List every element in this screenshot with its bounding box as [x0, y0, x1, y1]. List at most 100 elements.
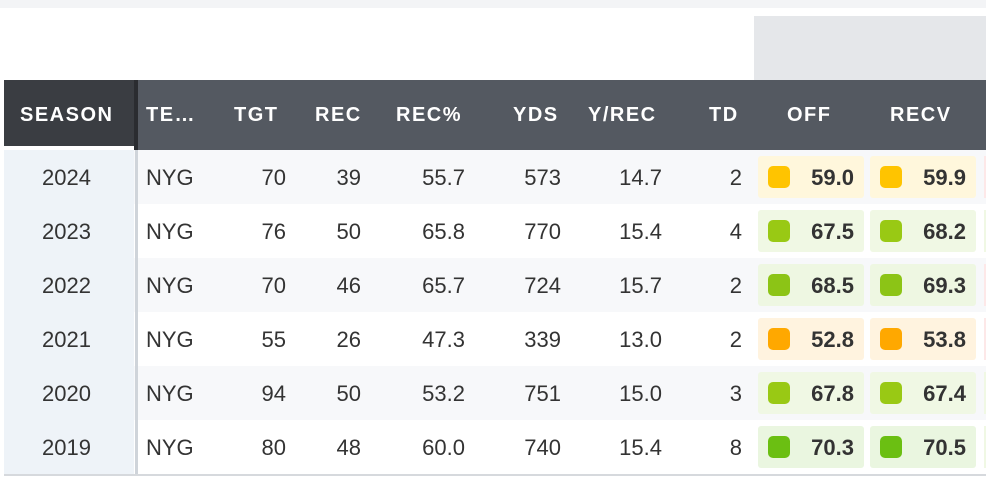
grade-badge-recv: 70.5: [870, 426, 976, 468]
grade-color-swatch: [880, 166, 902, 188]
next-grade-badge-edge: [984, 372, 986, 414]
cell-rec-pct: 55.7: [422, 165, 465, 190]
frozen-column-divider: [135, 312, 138, 366]
cell-rec: 46: [336, 273, 361, 298]
table-row[interactable]: 2020 NYG 94 50 53.2 751 15.0 3 67.8 67.4: [4, 366, 986, 420]
table-row[interactable]: 2022 NYG 70 46 65.7 724 15.7 2 68.5 69.3: [4, 258, 986, 312]
grade-color-swatch: [880, 436, 902, 458]
col-header-season[interactable]: SEASON: [20, 104, 114, 126]
col-header-yds[interactable]: YDS: [513, 104, 559, 126]
table-header: SEASON TE… TGT REC REC% YDS Y/REC TD OFF…: [4, 80, 986, 150]
grade-value-off: 67.5: [811, 219, 854, 244]
grade-value-recv: 70.5: [923, 435, 966, 460]
cell-rec-pct: 53.2: [422, 381, 465, 406]
cell-season: 2019: [42, 435, 91, 460]
grade-color-swatch: [880, 382, 902, 404]
cell-team: NYG: [146, 435, 194, 460]
season-cell-bg: [4, 312, 134, 366]
frozen-column-divider: [135, 150, 138, 204]
frozen-column-divider: [135, 204, 138, 258]
frozen-column-divider: [135, 420, 138, 474]
col-header-tgt[interactable]: TGT: [234, 104, 279, 126]
grade-value-off: 68.5: [811, 273, 854, 298]
next-grade-badge-edge: [984, 318, 986, 360]
table-row[interactable]: 2024 NYG 70 39 55.7 573 14.7 2 59.0 59.9: [4, 150, 986, 204]
cell-rec-pct: 65.7: [422, 273, 465, 298]
season-cell-bg: [4, 150, 134, 204]
season-cell-bg: [4, 258, 134, 312]
col-header-recv[interactable]: RECV: [890, 104, 952, 126]
cell-yds: 740: [524, 435, 561, 460]
col-header-y-rec[interactable]: Y/REC: [588, 104, 657, 126]
cell-yds: 724: [524, 273, 561, 298]
col-header-off[interactable]: OFF: [787, 104, 832, 126]
next-grade-badge-edge: [984, 426, 986, 468]
cell-td: 2: [729, 327, 742, 352]
grade-badge-off: 70.3: [758, 426, 864, 468]
grade-badge-recv: 53.8: [870, 318, 976, 360]
cell-td: 2: [729, 273, 742, 298]
table-row[interactable]: 2021 NYG 55 26 47.3 339 13.0 2 52.8 53.8: [4, 312, 986, 366]
grade-badge-recv: 69.3: [870, 264, 976, 306]
grade-value-recv: 67.4: [923, 381, 966, 406]
table-row[interactable]: 2019 NYG 80 48 60.0 740 15.4 8 70.3 70.5: [4, 420, 986, 474]
grade-badge-off: 68.5: [758, 264, 864, 306]
season-stats-table: SEASON TE… TGT REC REC% YDS Y/REC TD OFF…: [4, 80, 986, 474]
cell-tgt: 94: [261, 381, 286, 406]
cell-rec: 50: [336, 219, 361, 244]
cell-y-rec: 15.4: [619, 219, 662, 244]
cell-yds: 751: [524, 381, 561, 406]
cell-rec: 39: [336, 165, 361, 190]
grade-color-swatch: [768, 274, 790, 296]
frozen-column-divider: [135, 366, 138, 420]
frozen-column-divider: [135, 258, 138, 312]
cell-tgt: 70: [261, 273, 286, 298]
header-group-placeholder: [754, 16, 986, 80]
grade-badge-off: 59.0: [758, 156, 864, 198]
grade-color-swatch: [880, 274, 902, 296]
grade-badge-recv: 59.9: [870, 156, 976, 198]
cell-team: NYG: [146, 165, 194, 190]
cell-td: 2: [729, 165, 742, 190]
cell-rec-pct: 47.3: [422, 327, 465, 352]
table-body: 2024 NYG 70 39 55.7 573 14.7 2 59.0 59.9 2023 NYG 76…: [4, 150, 986, 474]
cell-td: 8: [729, 435, 742, 460]
cell-team: NYG: [146, 381, 194, 406]
col-header-rec[interactable]: REC: [315, 104, 362, 126]
cell-y-rec: 15.0: [619, 381, 662, 406]
season-header-cell[interactable]: [4, 80, 134, 150]
grade-value-off: 52.8: [811, 327, 854, 352]
grade-value-recv: 68.2: [923, 219, 966, 244]
grade-badge-off: 67.5: [758, 210, 864, 252]
cell-rec-pct: 60.0: [422, 435, 465, 460]
grade-color-swatch: [768, 436, 790, 458]
cell-tgt: 76: [261, 219, 286, 244]
cell-season: 2022: [42, 273, 91, 298]
cell-team: NYG: [146, 219, 194, 244]
cell-rec-pct: 65.8: [422, 219, 465, 244]
col-header-td[interactable]: TD: [709, 104, 739, 126]
cell-season: 2023: [42, 219, 91, 244]
cell-rec: 50: [336, 381, 361, 406]
cell-team: NYG: [146, 327, 194, 352]
cell-season: 2021: [42, 327, 91, 352]
grade-value-recv: 53.8: [923, 327, 966, 352]
season-cell-bg: [4, 204, 134, 258]
col-header-team[interactable]: TE…: [146, 104, 197, 126]
cell-season: 2024: [42, 165, 91, 190]
grade-badge-off: 67.8: [758, 372, 864, 414]
grade-badge-recv: 67.4: [870, 372, 976, 414]
cell-tgt: 70: [261, 165, 286, 190]
col-header-rec-pct[interactable]: REC%: [396, 104, 463, 126]
table-row[interactable]: 2023 NYG 76 50 65.8 770 15.4 4 67.5 68.2: [4, 204, 986, 258]
season-cell-bg: [4, 420, 134, 474]
cell-tgt: 55: [261, 327, 286, 352]
cell-rec: 26: [336, 327, 361, 352]
top-strip: [0, 0, 986, 8]
next-grade-badge-edge: [984, 210, 986, 252]
grade-value-off: 70.3: [811, 435, 854, 460]
next-grade-badge-edge: [984, 156, 986, 198]
grade-value-recv: 59.9: [923, 165, 966, 190]
grade-value-recv: 69.3: [923, 273, 966, 298]
cell-y-rec: 15.7: [619, 273, 662, 298]
